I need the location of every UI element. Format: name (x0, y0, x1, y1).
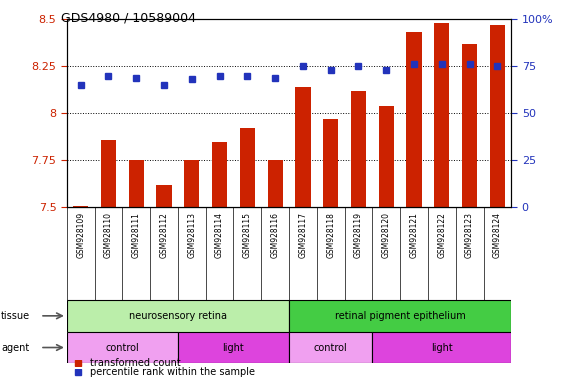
Text: light: light (431, 343, 453, 353)
Text: neurosensory retina: neurosensory retina (129, 311, 227, 321)
Bar (490, 25, 505, 207)
Bar (323, 119, 338, 207)
Bar (351, 91, 366, 207)
Text: GSM928116: GSM928116 (271, 212, 279, 258)
Bar (289, 332, 372, 363)
Text: GSM928120: GSM928120 (382, 212, 391, 258)
Text: GSM928124: GSM928124 (493, 212, 502, 258)
Text: transformed count: transformed count (90, 358, 181, 368)
Text: GSM928114: GSM928114 (215, 212, 224, 258)
Bar (156, 185, 171, 207)
Bar (101, 140, 116, 207)
Text: control: control (106, 343, 139, 353)
Bar (289, 300, 511, 332)
Text: light: light (223, 343, 245, 353)
Bar (462, 44, 477, 207)
Bar (372, 332, 511, 363)
Text: GSM928121: GSM928121 (410, 212, 418, 258)
Bar (178, 332, 289, 363)
Bar (184, 160, 199, 207)
Bar (67, 300, 289, 332)
Text: GSM928117: GSM928117 (299, 212, 307, 258)
Text: tissue: tissue (1, 311, 30, 321)
Text: agent: agent (1, 343, 30, 353)
Bar (240, 128, 255, 207)
Bar (434, 23, 450, 207)
Text: control: control (314, 343, 347, 353)
Text: GSM928113: GSM928113 (187, 212, 196, 258)
Bar (128, 160, 144, 207)
Text: GSM928119: GSM928119 (354, 212, 363, 258)
Text: percentile rank within the sample: percentile rank within the sample (90, 367, 255, 377)
Bar (295, 87, 311, 207)
Text: GDS4980 / 10589004: GDS4980 / 10589004 (61, 12, 196, 25)
Text: GSM928118: GSM928118 (326, 212, 335, 258)
Text: GSM928112: GSM928112 (160, 212, 168, 258)
Bar (67, 332, 178, 363)
Text: GSM928109: GSM928109 (76, 212, 85, 258)
Text: GSM928122: GSM928122 (437, 212, 446, 258)
Bar (407, 32, 422, 207)
Text: retinal pigment epithelium: retinal pigment epithelium (335, 311, 465, 321)
Text: GSM928111: GSM928111 (132, 212, 141, 258)
Text: GSM928115: GSM928115 (243, 212, 252, 258)
Text: GSM928123: GSM928123 (465, 212, 474, 258)
Bar (267, 160, 283, 207)
Bar (212, 142, 227, 207)
Bar (379, 106, 394, 207)
Text: GSM928110: GSM928110 (104, 212, 113, 258)
